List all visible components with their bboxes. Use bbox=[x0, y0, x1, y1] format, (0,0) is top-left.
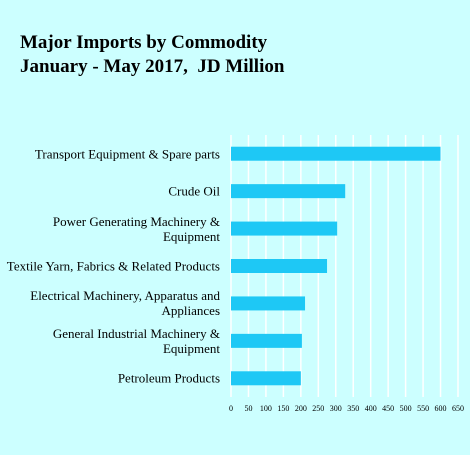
bar bbox=[231, 371, 301, 386]
y-tick-label: Crude Oil bbox=[168, 183, 220, 199]
x-tick-label: 450 bbox=[382, 404, 394, 413]
y-tick-label: Electrical Machinery, Apparatus and Appl… bbox=[30, 288, 220, 319]
x-tick-label: 400 bbox=[365, 404, 377, 413]
y-tick-label: Textile Yarn, Fabrics & Related Products bbox=[6, 258, 220, 274]
bar bbox=[231, 146, 441, 161]
y-tick-label: General Industrial Machinery & Equipment bbox=[52, 325, 220, 356]
chart-title: Major Imports by Commodity bbox=[20, 32, 268, 53]
y-tick-label: Power Generating Machinery & Equipment bbox=[52, 213, 220, 244]
x-tick-label: 600 bbox=[435, 404, 447, 413]
bar bbox=[231, 296, 306, 311]
y-tick-label: Petroleum Products bbox=[117, 370, 220, 386]
x-tick-label: 650 bbox=[452, 404, 464, 413]
y-tick-label: Transport Equipment & Spare parts bbox=[34, 146, 220, 162]
x-tick-label: 350 bbox=[347, 404, 359, 413]
bar bbox=[231, 259, 328, 273]
x-tick-label: 250 bbox=[312, 404, 324, 413]
x-tick-label: 550 bbox=[417, 404, 429, 413]
bar bbox=[231, 221, 338, 236]
x-tick-label: 150 bbox=[277, 404, 289, 413]
x-tick-label: 0 bbox=[229, 404, 233, 413]
x-tick-label: 500 bbox=[400, 404, 412, 413]
bar bbox=[231, 184, 346, 199]
x-tick-label: 100 bbox=[260, 404, 272, 413]
chart-subtitle: January - May 2017, JD Million bbox=[20, 56, 285, 77]
x-tick-label: 200 bbox=[295, 404, 307, 413]
x-tick-label: 50 bbox=[244, 404, 252, 413]
x-tick-label: 300 bbox=[330, 404, 342, 413]
bar bbox=[231, 333, 302, 348]
